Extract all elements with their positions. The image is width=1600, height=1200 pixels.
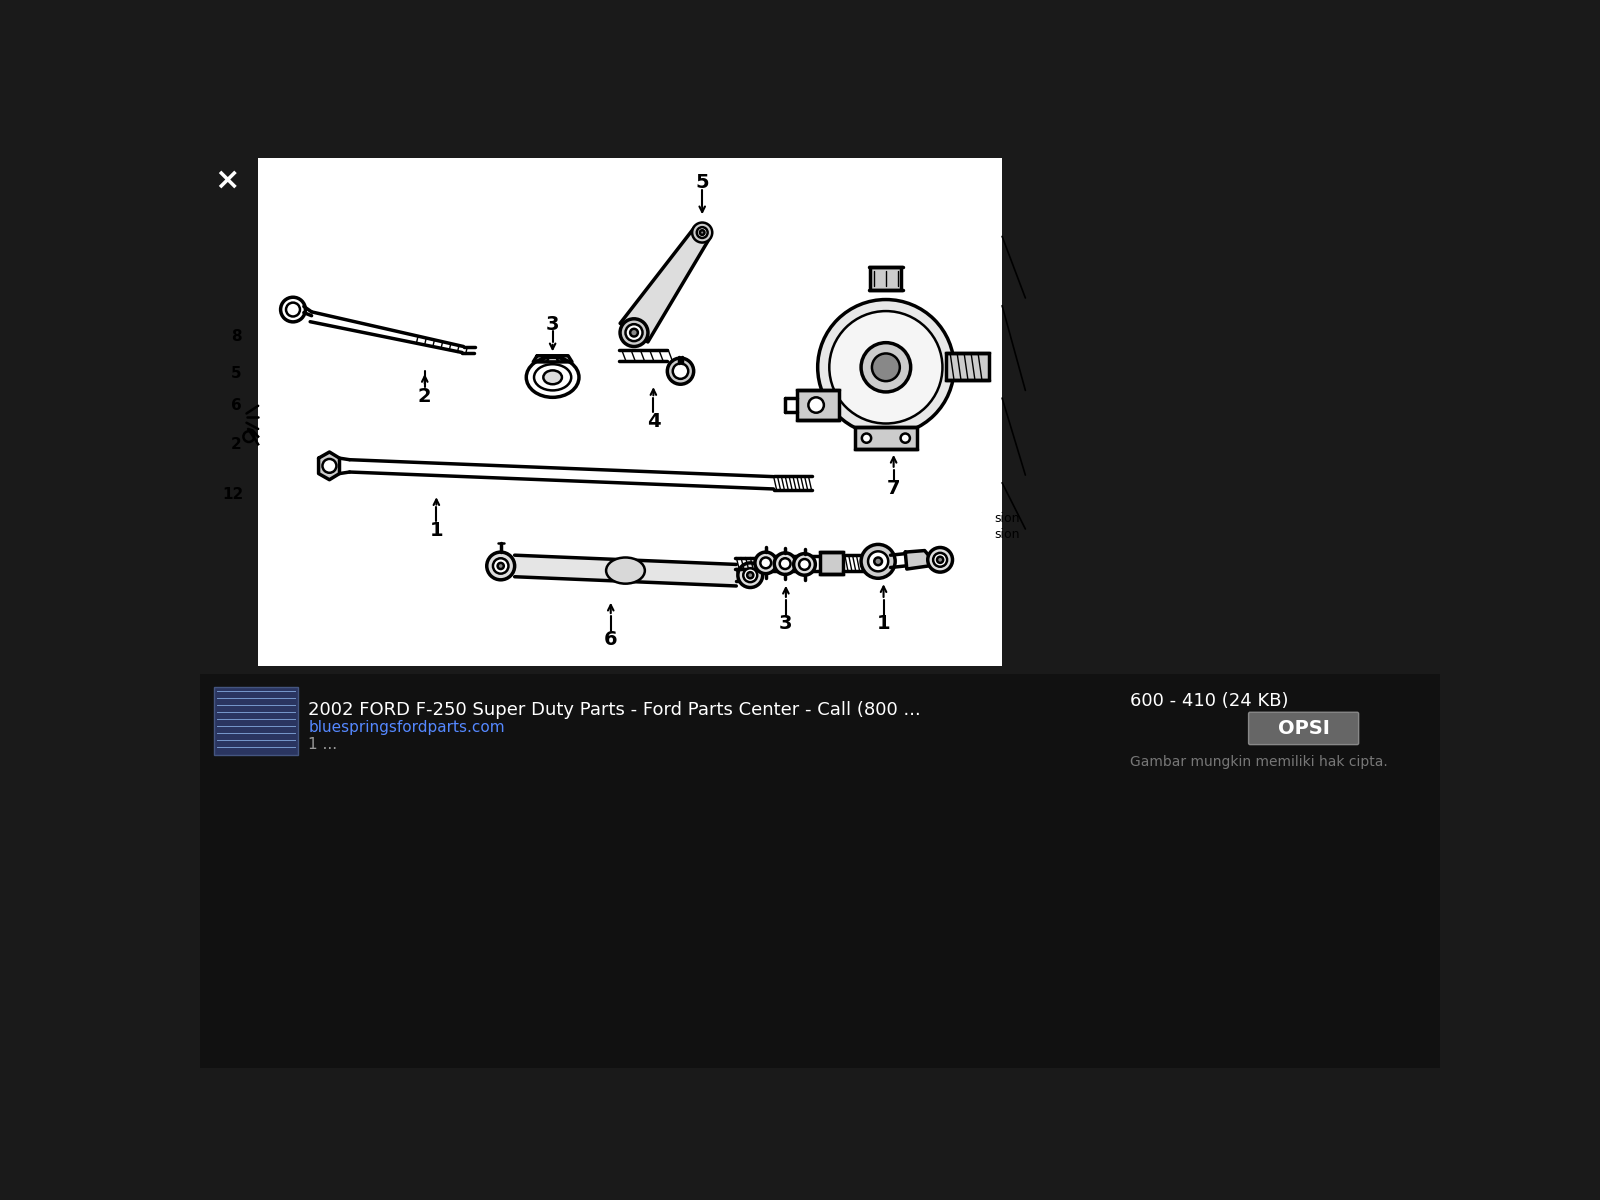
Circle shape xyxy=(861,343,910,392)
Circle shape xyxy=(493,558,509,574)
Circle shape xyxy=(798,559,810,570)
Text: 6: 6 xyxy=(230,398,242,413)
Circle shape xyxy=(862,433,870,443)
Circle shape xyxy=(738,563,763,588)
Text: 4: 4 xyxy=(646,412,661,431)
Circle shape xyxy=(667,358,694,384)
Text: sion: sion xyxy=(994,528,1019,541)
Bar xyxy=(258,158,1002,666)
Text: 600 - 410 (24 KB): 600 - 410 (24 KB) xyxy=(1130,692,1288,710)
Text: 5: 5 xyxy=(696,173,709,192)
Text: 2: 2 xyxy=(230,437,242,451)
Circle shape xyxy=(938,557,944,563)
Text: 2: 2 xyxy=(418,388,432,406)
Bar xyxy=(797,390,840,420)
Circle shape xyxy=(808,397,824,413)
Ellipse shape xyxy=(606,558,645,583)
Circle shape xyxy=(699,230,704,235)
Circle shape xyxy=(869,551,888,571)
Circle shape xyxy=(874,558,882,565)
Circle shape xyxy=(928,547,952,572)
Circle shape xyxy=(626,324,643,341)
Circle shape xyxy=(486,552,515,580)
Circle shape xyxy=(621,319,648,347)
Circle shape xyxy=(901,433,910,443)
Circle shape xyxy=(861,545,894,578)
Text: 3: 3 xyxy=(546,316,560,335)
Text: 1: 1 xyxy=(429,521,443,540)
Circle shape xyxy=(818,300,954,436)
Circle shape xyxy=(829,311,942,424)
Circle shape xyxy=(630,329,638,336)
Circle shape xyxy=(672,364,688,379)
Bar xyxy=(870,268,901,290)
Text: ×: × xyxy=(214,166,240,194)
Bar xyxy=(819,552,843,574)
FancyBboxPatch shape xyxy=(1248,713,1358,744)
Text: sion: sion xyxy=(994,512,1019,526)
Circle shape xyxy=(744,569,757,582)
Circle shape xyxy=(747,572,754,578)
Circle shape xyxy=(933,553,947,566)
Text: bluespringsfordparts.com: bluespringsfordparts.com xyxy=(309,720,506,734)
Circle shape xyxy=(755,552,776,574)
Text: 5: 5 xyxy=(230,366,242,380)
Circle shape xyxy=(794,553,816,575)
Bar xyxy=(214,686,298,755)
Text: 12: 12 xyxy=(222,487,243,502)
Text: 8: 8 xyxy=(230,329,242,344)
Circle shape xyxy=(872,354,899,382)
Text: 6: 6 xyxy=(603,630,618,649)
Circle shape xyxy=(498,563,504,569)
Circle shape xyxy=(693,222,712,242)
Polygon shape xyxy=(906,551,933,569)
Bar xyxy=(200,673,1440,1068)
Polygon shape xyxy=(318,452,339,480)
Circle shape xyxy=(696,227,707,238)
Text: 7: 7 xyxy=(886,480,901,498)
Ellipse shape xyxy=(544,371,562,384)
Text: Gambar mungkin memiliki hak cipta.: Gambar mungkin memiliki hak cipta. xyxy=(1130,755,1387,769)
Text: OPSI: OPSI xyxy=(1278,719,1330,738)
Text: 1: 1 xyxy=(877,614,890,634)
Polygon shape xyxy=(515,556,736,586)
Circle shape xyxy=(760,558,771,569)
Polygon shape xyxy=(533,355,573,362)
Circle shape xyxy=(774,553,795,575)
Circle shape xyxy=(779,558,790,569)
Text: 2002 FORD F-250 Super Duty Parts - Ford Parts Center - Call (800 ...: 2002 FORD F-250 Super Duty Parts - Ford … xyxy=(309,701,922,719)
Bar xyxy=(946,354,989,380)
Polygon shape xyxy=(621,227,710,342)
Text: 3: 3 xyxy=(779,614,792,634)
Bar xyxy=(854,427,917,449)
Circle shape xyxy=(323,458,336,473)
Text: 1 ...: 1 ... xyxy=(309,737,338,752)
